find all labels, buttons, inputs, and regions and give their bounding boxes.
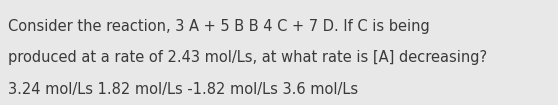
Text: Consider the reaction, 3 A + 5 B B 4 C + 7 D. If C is being: Consider the reaction, 3 A + 5 B B 4 C +… <box>8 19 430 34</box>
Text: 3.24 mol/Ls 1.82 mol/Ls -1.82 mol/Ls 3.6 mol/Ls: 3.24 mol/Ls 1.82 mol/Ls -1.82 mol/Ls 3.6… <box>8 82 358 97</box>
Text: produced at a rate of 2.43 mol/Ls, at what rate is [A] decreasing?: produced at a rate of 2.43 mol/Ls, at wh… <box>8 50 488 65</box>
